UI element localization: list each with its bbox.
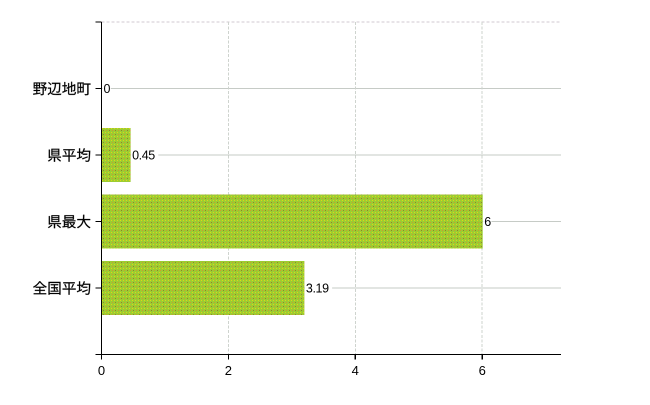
svg-text:2: 2 bbox=[225, 363, 232, 378]
svg-text:0: 0 bbox=[104, 82, 111, 96]
svg-text:0: 0 bbox=[98, 363, 105, 378]
svg-text:3.19: 3.19 bbox=[306, 282, 329, 296]
svg-text:4: 4 bbox=[352, 363, 359, 378]
svg-text:6: 6 bbox=[479, 363, 486, 378]
svg-text:0.45: 0.45 bbox=[132, 149, 155, 163]
svg-text:6: 6 bbox=[484, 215, 491, 229]
